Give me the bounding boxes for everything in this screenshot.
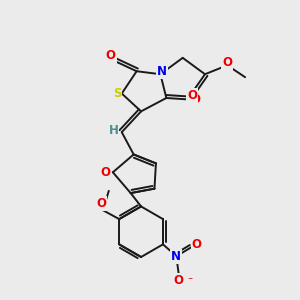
Text: O: O: [106, 49, 116, 62]
Text: O: O: [187, 89, 197, 102]
Text: O: O: [96, 197, 106, 210]
Text: N: N: [171, 250, 181, 263]
Text: O: O: [222, 56, 232, 69]
Text: S: S: [113, 87, 122, 100]
Text: O: O: [174, 274, 184, 287]
Text: H: H: [109, 124, 118, 137]
Text: ⁻: ⁻: [187, 276, 192, 286]
Text: O: O: [191, 238, 202, 251]
Text: O: O: [100, 166, 110, 179]
Text: N: N: [157, 65, 167, 78]
Text: O: O: [190, 93, 200, 106]
